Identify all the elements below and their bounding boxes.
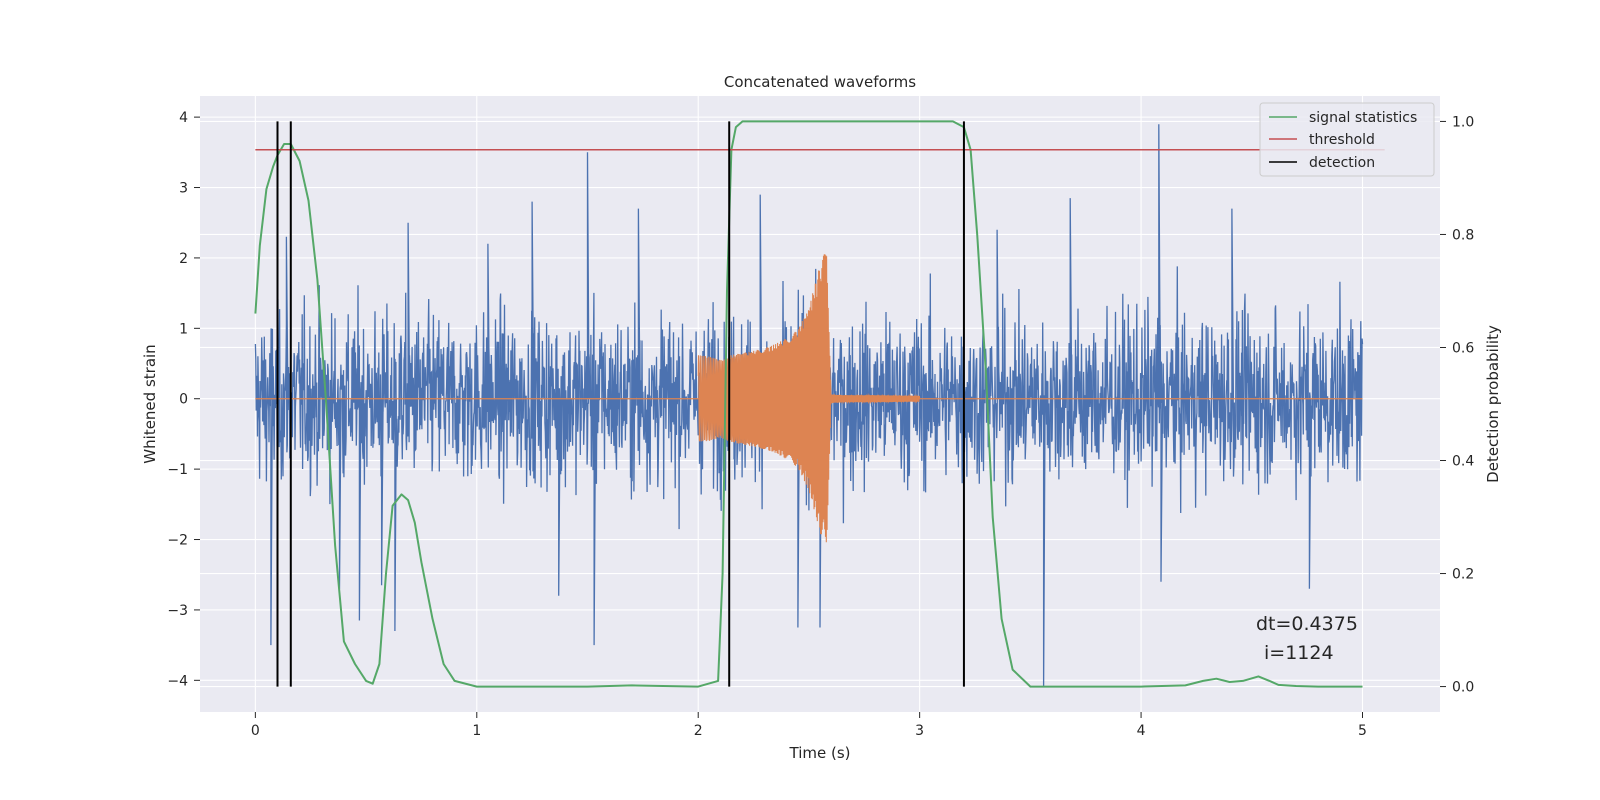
y-right-tick-label: 0.2: [1452, 567, 1474, 583]
y-right-tick-label: 0.8: [1452, 227, 1474, 243]
y-tick-label: 3: [179, 181, 188, 197]
legend-label-threshold: threshold: [1309, 132, 1375, 148]
injection-line: [697, 254, 921, 543]
y-right-tick-label: 1.0: [1452, 114, 1474, 130]
y-tick-label: −1: [167, 462, 188, 478]
injection-series: [255, 254, 1363, 543]
x-tick-label: 0: [251, 723, 260, 739]
y-tick-label: 4: [179, 110, 188, 126]
x-axis-ticks: 0 1 2 3 4 5: [251, 712, 1367, 739]
x-tick-label: 2: [694, 723, 703, 739]
annotation-index: i=1124: [1264, 642, 1334, 664]
legend-label-statistic: signal statistics: [1309, 110, 1417, 126]
legend-box: [1259, 102, 1435, 177]
right-axis-ticks: 0.0 0.2 0.4 0.6 0.8 1.0: [1440, 114, 1474, 696]
legend-label-detection: detection: [1309, 155, 1375, 171]
y-right-tick-label: 0.4: [1452, 454, 1474, 470]
chart-title: Concatenated waveforms: [724, 73, 916, 91]
x-tick-label: 4: [1137, 723, 1146, 739]
y-tick-label: −3: [167, 603, 188, 619]
y-right-tick-label: 0.0: [1452, 680, 1474, 696]
x-tick-label: 5: [1358, 723, 1367, 739]
y-tick-label: −4: [167, 673, 188, 689]
y-tick-label: 1: [179, 321, 188, 337]
legend: signal statistics threshold detection: [1259, 102, 1435, 177]
x-axis-label: Time (s): [789, 744, 851, 762]
annotation-dt: dt=0.4375: [1256, 613, 1358, 635]
statistic-line: [254, 120, 1363, 688]
y-axis-label-right: Detection probability: [1484, 325, 1502, 483]
y-tick-label: 2: [179, 251, 188, 267]
y-tick-label: −2: [167, 533, 188, 549]
y-axis-label: Whitened strain: [141, 344, 159, 463]
x-tick-label: 1: [472, 723, 481, 739]
y-tick-label: 0: [179, 392, 188, 408]
y-right-tick-label: 0.6: [1452, 340, 1474, 356]
detection-series: [276, 121, 965, 687]
x-tick-label: 3: [915, 723, 924, 739]
left-axis-ticks: −4 −3 −2 −1 0 1 2 3 4: [167, 110, 200, 689]
statistic-series: [254, 120, 1363, 688]
